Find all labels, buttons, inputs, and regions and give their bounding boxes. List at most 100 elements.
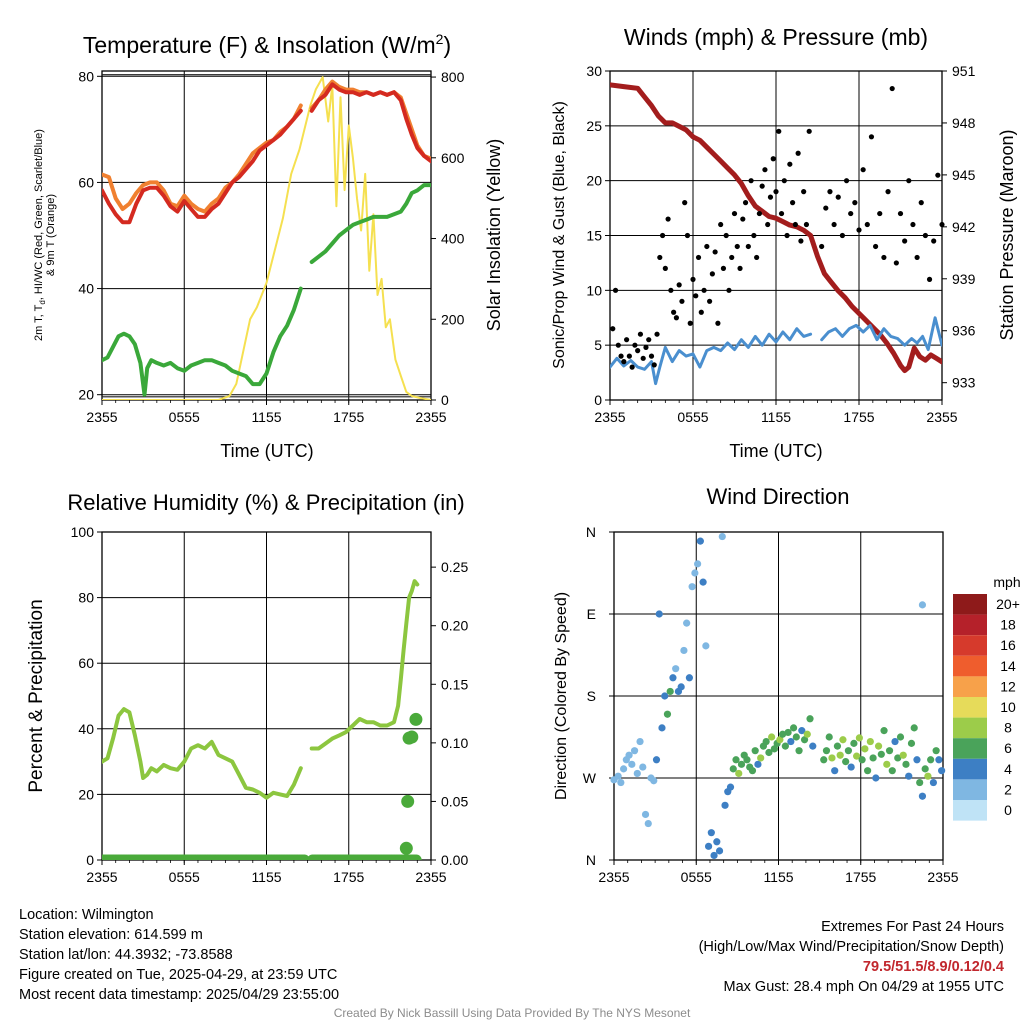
direction-point <box>779 730 787 738</box>
x-tick-label: 1755 <box>843 409 874 425</box>
direction-point <box>628 760 636 768</box>
gust-point <box>827 189 833 195</box>
direction-point <box>770 745 778 753</box>
direction-point <box>721 801 729 809</box>
direction-point <box>787 737 795 746</box>
gust-point <box>712 249 718 255</box>
gust-point <box>684 232 691 239</box>
y-axis-label-line2: & 9m T (Orange) <box>45 194 57 276</box>
direction-point <box>935 756 943 764</box>
y-tick-label: 25 <box>586 118 602 134</box>
direction-point <box>685 674 693 682</box>
y-axis-label: 2m T, Td, HI/WC (Red, Green, Scarlet/Blu… <box>33 129 57 341</box>
precip-point <box>401 794 415 808</box>
x-tick-label: 2355 <box>415 869 446 885</box>
gust-point <box>856 227 862 233</box>
direction-point <box>699 578 707 586</box>
gust-point <box>695 254 702 261</box>
y-axis-label-text: Sonic/Prop Wind & Gust (Blue, Black) <box>551 101 568 369</box>
gust-point <box>621 359 627 365</box>
gust-point <box>784 232 790 239</box>
direction-point <box>754 760 762 768</box>
direction-point <box>614 772 622 780</box>
panel-title: Relative Humidity (%) & Precipitation (i… <box>67 490 464 515</box>
gust-point <box>781 178 787 184</box>
y-tick-label: 20 <box>78 786 94 802</box>
direction-point <box>902 760 910 768</box>
direction-point <box>710 851 718 860</box>
colorbar-swatch <box>953 655 987 677</box>
y-tick-label: E <box>587 606 596 622</box>
y-axis-label-text: Percent & Precipitation <box>26 599 47 792</box>
gust-point <box>831 221 837 228</box>
gust-point <box>776 128 782 134</box>
gust-point <box>751 232 757 239</box>
gust-point <box>693 293 699 299</box>
x-tick-label: 1755 <box>845 869 876 885</box>
y-axis-label-text: Direction (Colored By Speed) <box>553 592 570 800</box>
gust-point <box>792 221 798 228</box>
gust-point <box>635 348 641 354</box>
gust-point <box>726 287 732 293</box>
direction-point <box>625 751 633 759</box>
y2-tick-label: 948 <box>952 115 976 131</box>
y-axis-label: Sonic/Prop Wind & Gust (Blue, Black) <box>551 101 568 369</box>
y-tick-label: 60 <box>78 174 94 190</box>
direction-point <box>839 736 847 744</box>
gust-point <box>662 265 668 271</box>
x-tick-label: 2355 <box>415 409 446 425</box>
y-tick-label: 10 <box>586 282 602 298</box>
colorbar-swatch <box>953 738 987 759</box>
gust-point <box>659 232 666 239</box>
gust-point <box>615 342 621 348</box>
direction-point <box>694 560 702 568</box>
gust-point <box>643 344 649 350</box>
direction-point <box>828 754 836 762</box>
direction-point <box>918 601 927 609</box>
gust-point <box>864 221 870 228</box>
gust-point <box>679 298 685 304</box>
direction-point <box>833 742 842 750</box>
gust-point <box>740 216 746 222</box>
gust-point <box>707 298 713 304</box>
precip-point <box>405 730 419 744</box>
direction-point <box>809 742 817 750</box>
gust-point <box>637 331 644 337</box>
x-tick-label: 2355 <box>86 409 117 425</box>
direction-point <box>704 842 713 850</box>
credit-text: Created By Nick Bassill Using Data Provi… <box>333 1006 691 1020</box>
direction-point <box>732 756 740 764</box>
gust-point <box>897 210 904 217</box>
humidity-panel: 2355 0555 1155 1755 23550204060801000.000.05… <box>26 490 468 885</box>
gust-point <box>715 320 721 326</box>
y2-axis-label-text: Station Pressure (Maroon) <box>997 129 1017 340</box>
gust-point <box>748 178 754 184</box>
precip-dot <box>410 854 422 860</box>
series-line <box>610 316 942 386</box>
y-tick-label: 20 <box>78 387 94 403</box>
direction-point <box>661 692 669 700</box>
y2-tick-label: 0.10 <box>441 735 468 751</box>
elevation-text: Station elevation: 614.599 m <box>19 927 203 943</box>
direction-point <box>696 537 704 545</box>
location-text: Location: Wilmington <box>19 907 154 923</box>
panel-title: Temperature (F) & Insolation (W/m2) <box>83 31 451 58</box>
gust-point <box>762 167 768 173</box>
direction-point <box>784 728 792 737</box>
gust-point <box>632 342 638 348</box>
x-axis-label: Time (UTC) <box>220 441 313 461</box>
y2-tick-label: 400 <box>441 231 465 247</box>
direction-point <box>858 756 866 764</box>
gust-point <box>759 183 765 189</box>
y2-tick-label: 936 <box>952 323 976 339</box>
temperature-panel: 2355 0555 1155 1755 235520406080020040060080… <box>33 31 504 461</box>
extremes-title: Extremes For Past 24 Hours <box>821 919 1004 935</box>
gust-point <box>648 353 655 359</box>
y2-tick-label: 0.20 <box>441 618 468 634</box>
station-info: Location: Wilmington Station elevation: … <box>19 905 339 1005</box>
direction-point <box>776 736 784 744</box>
direction-point <box>905 772 913 780</box>
colorbar-swatch <box>953 614 987 636</box>
gust-point <box>790 200 796 206</box>
